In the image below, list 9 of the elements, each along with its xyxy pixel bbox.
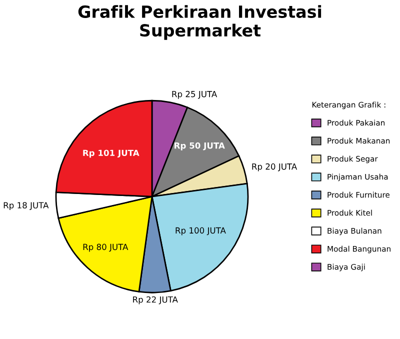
data-label: Rp 101 JUTA	[83, 150, 140, 158]
data-label: Rp 25 JUTA	[172, 90, 218, 99]
data-label: Rp 100 JUTA	[176, 227, 226, 236]
data-label: Rp 18 JUTA	[4, 202, 49, 210]
data-label: Rp 22 JUTA	[133, 296, 178, 304]
data-label: Rp 20 JUTA	[252, 163, 298, 172]
chart-title: Grafik Perkiraan Investasi Supermarket	[78, 5, 322, 40]
data-label: Rp 80 JUTA	[83, 244, 128, 252]
data-label: Rp 50 JUTA	[174, 142, 225, 150]
